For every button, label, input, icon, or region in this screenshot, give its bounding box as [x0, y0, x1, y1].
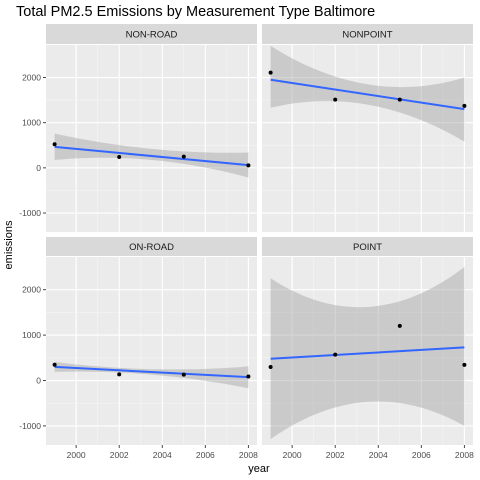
x-tick-label: 2008	[239, 450, 258, 460]
facet-strip-label: ON-ROAD	[129, 242, 174, 253]
x-tick-label: 2002	[110, 450, 129, 460]
y-tick-label: 0	[36, 163, 41, 173]
x-axis-title: year	[248, 463, 270, 475]
data-point	[333, 98, 337, 102]
x-tick-label: 2008	[455, 450, 474, 460]
data-point	[246, 375, 250, 379]
y-axis-title: emissions	[3, 220, 15, 269]
y-tick-label: 2000	[22, 285, 41, 295]
x-tick-label: 2004	[369, 450, 388, 460]
x-tick-label: 2006	[412, 450, 431, 460]
panel-background	[46, 257, 257, 445]
x-tick-label: 2006	[196, 450, 215, 460]
y-tick-label: 0	[36, 376, 41, 386]
y-tick-label: 1000	[22, 330, 41, 340]
facet-on-road: ON-ROAD -1000 0 1000 2000 2000 2002 2004 2006 200…	[19, 237, 258, 460]
facet-strip-label: POINT	[353, 242, 382, 253]
data-point	[117, 372, 121, 376]
facet-strip-label: NON-ROAD	[126, 30, 178, 41]
data-point	[398, 98, 402, 102]
data-point	[182, 373, 186, 377]
y-tick-label: 1000	[22, 118, 41, 128]
facet-nonpoint: NONPOINT	[262, 24, 473, 232]
facet-panels: NON-ROAD -1000 0 1000 2000 NONPOINT ON-ROAD -10…	[19, 24, 474, 460]
facet-non-road: NON-ROAD -1000 0 1000 2000	[19, 24, 257, 232]
data-point	[53, 363, 57, 367]
facet-strip-label: NONPOINT	[342, 30, 392, 41]
x-tick-label: 2000	[67, 450, 86, 460]
data-point	[269, 71, 273, 75]
data-point	[269, 365, 273, 369]
data-point	[182, 155, 186, 159]
data-point	[117, 155, 121, 159]
y-tick-label: 2000	[22, 73, 41, 83]
data-point	[462, 104, 466, 108]
data-point	[462, 363, 466, 367]
data-point	[333, 353, 337, 357]
data-point	[246, 163, 250, 167]
chart-title: Total PM2.5 Emissions by Measurement Typ…	[16, 4, 375, 20]
facet-point: POINT 2000 2002 2004 2006 2008	[262, 237, 474, 460]
y-tick-label: -1000	[19, 421, 41, 431]
data-point	[398, 324, 402, 328]
x-tick-label: 2000	[283, 450, 302, 460]
y-tick-label: -1000	[19, 208, 41, 218]
x-tick-label: 2004	[153, 450, 172, 460]
data-point	[53, 142, 57, 146]
x-tick-label: 2002	[326, 450, 345, 460]
